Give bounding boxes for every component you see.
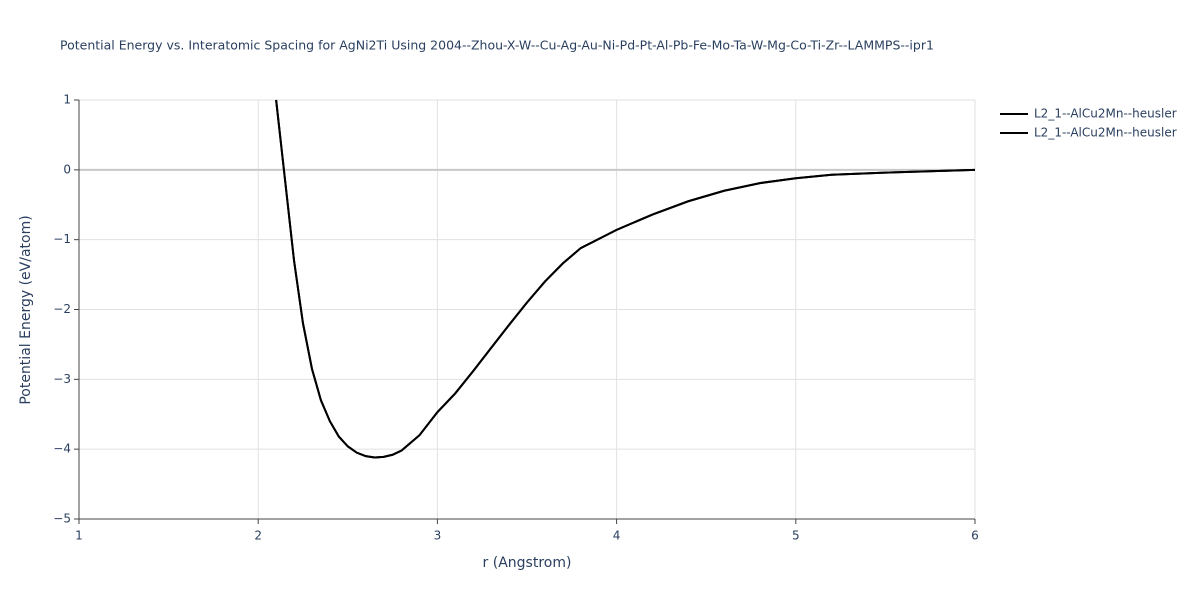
y-tick-label: −4: [53, 442, 71, 456]
data-line: [275, 99, 976, 459]
chart-title: Potential Energy vs. Interatomic Spacing…: [60, 38, 934, 53]
y-tick-label: 0: [63, 162, 71, 176]
y-tick-label: −2: [53, 302, 71, 316]
legend-label: L2_1--AlCu2Mn--heusler: [1034, 107, 1177, 121]
y-tick-label: −5: [53, 512, 71, 526]
y-tick-label: −1: [53, 232, 71, 246]
x-tick-label: 6: [971, 529, 979, 543]
x-tick-label: 2: [254, 529, 262, 543]
y-tick-label: −3: [53, 372, 71, 386]
x-tick-label: 5: [792, 529, 800, 543]
y-axis-title: Potential Energy (eV/atom): [18, 215, 34, 404]
x-tick-label: 3: [434, 529, 442, 543]
x-tick-label: 1: [75, 529, 83, 543]
x-tick-label: 4: [613, 529, 621, 543]
legend-label: L2_1--AlCu2Mn--heusler: [1034, 126, 1177, 140]
y-tick-label: 1: [63, 93, 71, 107]
x-axis-title: r (Angstrom): [483, 555, 572, 571]
